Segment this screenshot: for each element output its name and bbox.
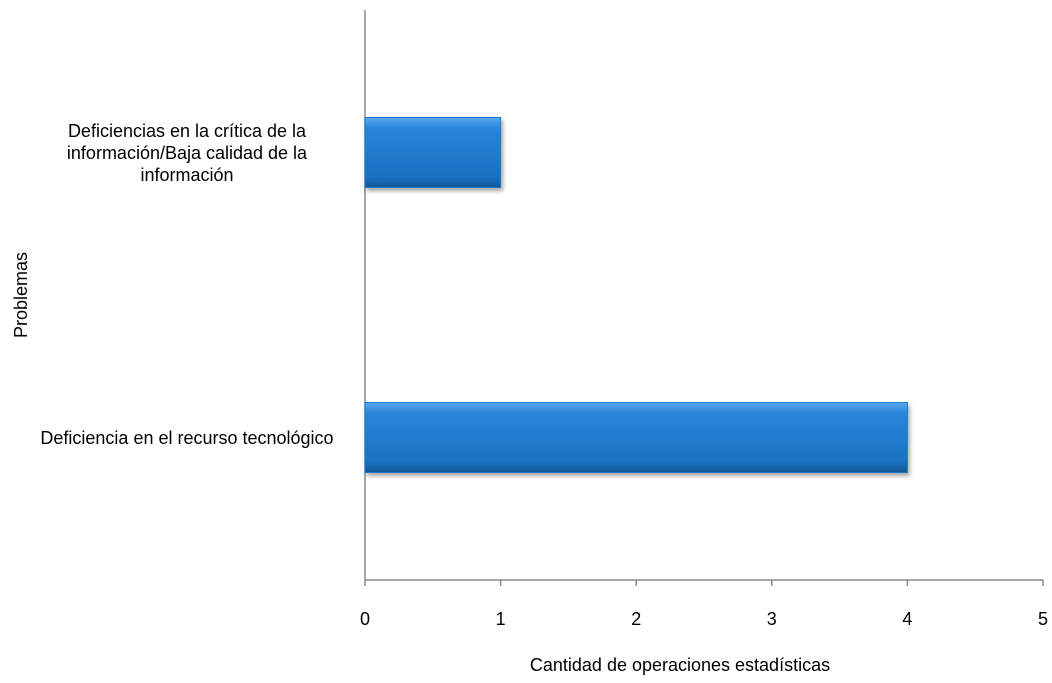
x-axis-label: Cantidad de operaciones estadísticas <box>530 655 830 675</box>
x-tick-label: 2 <box>631 609 641 629</box>
y-tick-label: Deficiencias en la crítica de la informa… <box>66 120 308 185</box>
bar <box>364 402 908 473</box>
y-axis-label: Problemas <box>11 252 31 338</box>
x-tick-label: 0 <box>360 609 370 629</box>
x-tick-label: 1 <box>496 609 506 629</box>
x-tick-label: 5 <box>1038 609 1048 629</box>
x-tick-label: 3 <box>767 609 777 629</box>
x-tick-label: 4 <box>902 609 912 629</box>
y-tick-label: Deficiencia en el recurso tecnológico <box>40 427 334 448</box>
bar <box>364 117 502 188</box>
